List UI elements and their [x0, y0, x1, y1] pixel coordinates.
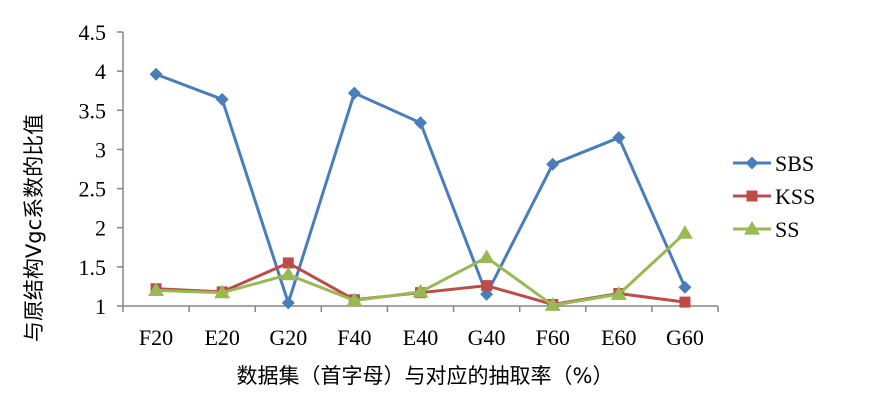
series-kss	[150, 257, 691, 310]
x-axis-title: 数据集（首字母）与对应的抽取率（%）	[237, 364, 614, 388]
data-point-kss	[282, 257, 294, 269]
legend-label: SS	[775, 217, 799, 242]
legend-marker	[744, 221, 760, 235]
legend-item-ss: SS	[733, 217, 799, 242]
data-point-sbs	[546, 157, 560, 171]
data-point-sbs	[347, 86, 361, 100]
y-tick-label: 3.5	[79, 98, 107, 123]
data-point-kss	[679, 296, 691, 308]
data-point-ss	[676, 225, 693, 239]
x-tick-label: F60	[536, 325, 570, 350]
y-tick-label: 2	[95, 216, 106, 241]
legend-item-sbs: SBS	[733, 151, 814, 176]
series-line-sbs	[155, 72, 687, 305]
x-tick-label: F20	[139, 325, 173, 350]
data-point-sbs	[414, 116, 427, 130]
data-point-sbs	[215, 92, 229, 106]
x-tick-label: G20	[269, 325, 307, 350]
data-point-ss	[346, 292, 363, 307]
legend-item-kss: KSS	[733, 184, 815, 209]
data-point-sbs	[612, 131, 626, 145]
data-point-ss	[544, 297, 561, 311]
series-line-kss	[155, 261, 686, 306]
y-tick-label: 4.5	[79, 20, 107, 45]
legend-marker	[745, 156, 759, 170]
x-axis: F20 E20 G20 F40 E40 G40 F60 E60 G60	[122, 305, 719, 350]
y-tick-label: 1.5	[79, 255, 107, 280]
legend-marker	[746, 190, 758, 202]
data-point-kss	[481, 280, 493, 292]
x-tick-label: E60	[601, 325, 636, 350]
y-tick-label: 3	[95, 137, 106, 162]
y-tick-label: 2.5	[79, 177, 107, 202]
x-tick-label: G40	[468, 325, 506, 350]
data-point-sbs	[281, 296, 295, 310]
data-point-ss	[148, 282, 165, 296]
legend: SBS KSS SS	[733, 151, 815, 242]
x-tick-label: G60	[666, 325, 704, 350]
data-point-ss	[610, 286, 627, 300]
series-sbs	[149, 67, 692, 310]
data-point-ss	[412, 283, 429, 298]
y-tick-label: 1	[95, 294, 106, 319]
legend-label: KSS	[775, 184, 815, 209]
data-point-sbs	[149, 67, 163, 81]
x-tick-label: E20	[204, 325, 239, 350]
data-point-sbs	[678, 280, 692, 294]
series-ss	[148, 225, 693, 311]
series-layer	[148, 67, 693, 311]
y-tick-label: 4	[95, 59, 106, 84]
x-tick-label: F40	[337, 325, 371, 350]
x-tick-label: E40	[403, 325, 438, 350]
y-axis-title: 与原结构Vgc系数的比值	[22, 114, 46, 342]
data-point-ss	[280, 266, 297, 281]
y-axis: 1 1.5 2 2.5 3 3.5 4 4.5	[79, 20, 124, 319]
data-point-ss	[214, 284, 231, 299]
legend-label: SBS	[775, 151, 814, 176]
data-point-ss	[478, 249, 495, 264]
